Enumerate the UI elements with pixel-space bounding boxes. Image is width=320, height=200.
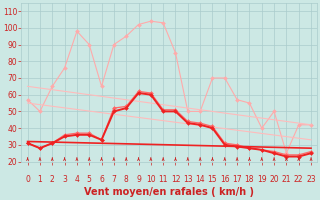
- X-axis label: Vent moyen/en rafales ( km/h ): Vent moyen/en rafales ( km/h ): [84, 187, 254, 197]
